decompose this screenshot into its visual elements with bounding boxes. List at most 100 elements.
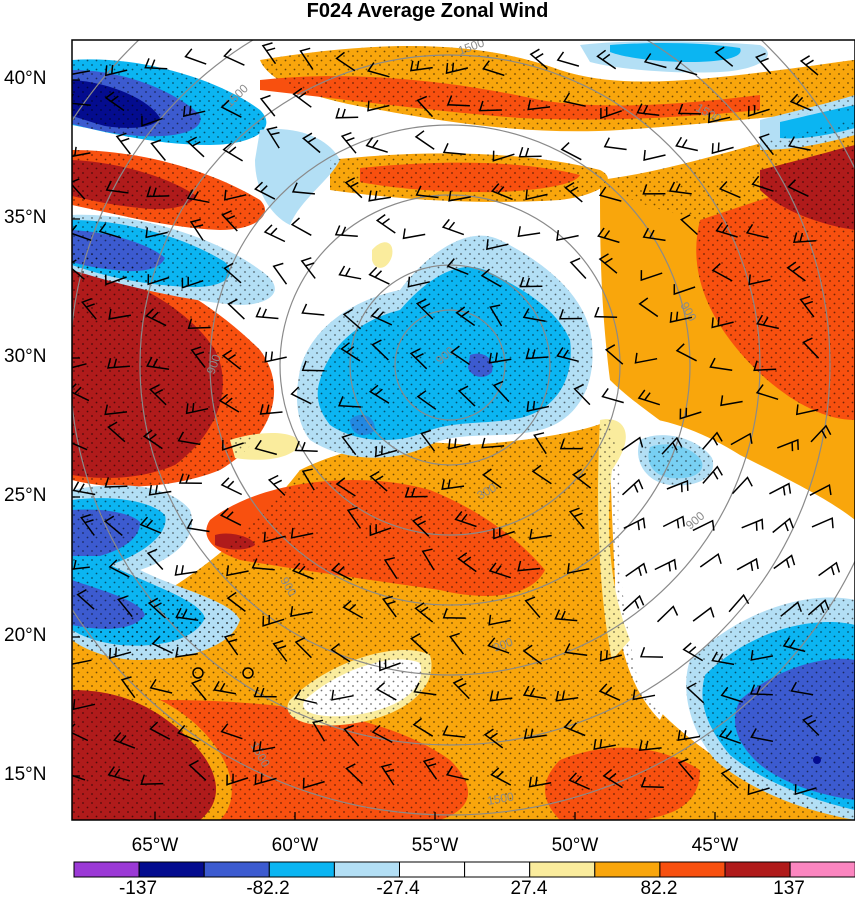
wind-barb	[692, 519, 715, 532]
wind-barb	[639, 647, 664, 658]
range-rings	[72, 40, 855, 816]
wind-barb	[489, 690, 513, 702]
wind-barb	[656, 605, 679, 623]
wind-barb	[642, 227, 666, 242]
wind-barb	[177, 431, 201, 446]
wind-barb	[452, 677, 470, 700]
wind-barb	[680, 214, 699, 236]
wind-barb	[371, 724, 393, 744]
wind-barb	[150, 139, 166, 161]
wind-barb	[416, 95, 434, 118]
wind-barb	[294, 637, 312, 659]
wind-barb	[637, 389, 661, 406]
wind-barb	[596, 49, 617, 70]
wind-barb	[104, 477, 128, 488]
wind-barb	[642, 184, 666, 195]
wind-barb	[335, 477, 356, 497]
wind-barb	[107, 421, 126, 443]
wind-barb	[621, 436, 644, 451]
wind-barb	[517, 560, 541, 572]
wind-barb	[369, 524, 392, 537]
wind-barb	[621, 478, 644, 496]
wind-barb	[654, 558, 677, 572]
wind-barb	[290, 527, 314, 539]
wind-barb	[366, 62, 390, 78]
wind-barb	[782, 637, 806, 653]
wind-barb	[753, 360, 777, 372]
wind-barb	[301, 468, 315, 491]
wind-barb	[421, 548, 435, 571]
wind-barb	[299, 47, 314, 70]
wind-barb	[450, 345, 471, 366]
wind-barb	[146, 548, 164, 571]
wind-barb	[190, 678, 207, 701]
island-marker	[242, 667, 254, 679]
wind-barb	[221, 210, 238, 232]
wind-barb	[777, 438, 799, 452]
wind-barb	[367, 100, 390, 112]
wind-barb	[415, 185, 439, 199]
wind-barb	[263, 224, 286, 243]
wind-barb	[750, 728, 774, 743]
colorbar-label-neg27: -27.4	[376, 878, 420, 899]
wind-barb	[679, 407, 702, 420]
wind-barb	[720, 686, 743, 703]
contour-label: 900	[204, 352, 224, 376]
wind-barb	[769, 482, 792, 496]
wind-barb	[747, 784, 770, 796]
wind-barb	[702, 465, 723, 484]
wind-barb	[597, 227, 620, 244]
wind-barb	[213, 680, 237, 695]
wind-barb	[675, 343, 697, 362]
wind-barb	[442, 608, 466, 619]
island-marker	[813, 756, 821, 764]
wind-barb	[773, 554, 796, 570]
wind-barb	[799, 55, 819, 76]
wind-barb	[140, 774, 164, 785]
wind-barb	[144, 58, 168, 70]
wind-barb	[72, 432, 88, 451]
colorbar-swatch	[399, 861, 466, 878]
wind-barb	[799, 295, 815, 318]
wind-barb	[302, 132, 321, 154]
wind-barb	[186, 136, 205, 158]
wind-barb	[330, 562, 353, 581]
wind-barb	[674, 60, 698, 76]
wind-barb	[330, 643, 351, 663]
wind-barb	[254, 439, 277, 456]
wind-barb	[638, 297, 659, 318]
lat-label-20n: 20°N	[4, 625, 47, 646]
wind-barb	[481, 437, 505, 449]
wind-barbs	[72, 42, 841, 796]
wind-barb	[482, 468, 502, 489]
wind-barb	[709, 357, 733, 371]
wind-barb	[410, 633, 429, 654]
wind-barb	[335, 107, 359, 119]
wind-barb	[300, 257, 316, 279]
wind-barb	[375, 682, 397, 701]
wind-barb	[555, 690, 579, 702]
wind-barb	[266, 126, 280, 149]
wind-barb	[368, 384, 390, 404]
wind-barb	[488, 562, 512, 579]
wind-barb	[563, 92, 586, 107]
wind-barb	[120, 676, 136, 699]
wind-barb	[598, 253, 618, 274]
wind-barb	[221, 349, 242, 370]
wind-barb	[640, 776, 664, 788]
colorbar-swatch	[594, 861, 661, 878]
wind-barb	[251, 558, 275, 571]
colorbar-swatch	[464, 861, 531, 878]
wind-barb	[793, 232, 816, 244]
wind-barb	[190, 346, 206, 368]
colorbar-label-137: 137	[773, 878, 805, 899]
wind-barb	[568, 772, 591, 790]
wind-barb	[290, 606, 313, 618]
wind-barb	[107, 358, 130, 369]
wind-barb	[259, 94, 276, 117]
wind-barb	[104, 515, 123, 536]
wind-barb	[381, 595, 397, 618]
wind-barb	[302, 777, 325, 789]
colorbar-label-neg137: -137	[118, 878, 158, 899]
